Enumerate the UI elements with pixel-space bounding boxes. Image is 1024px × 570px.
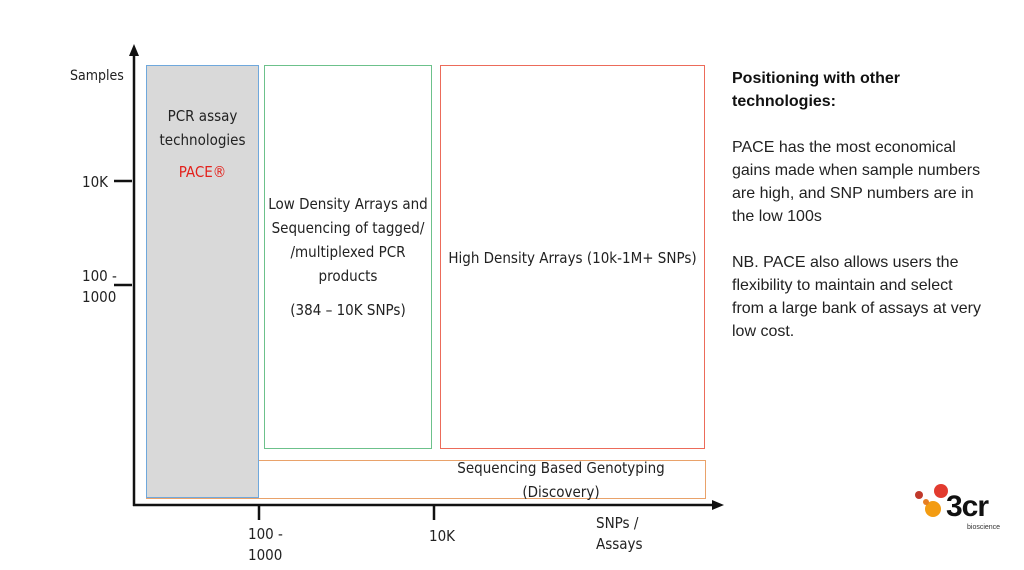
low-density-arrays-box: Low Density Arrays and Sequencing of tag… — [264, 65, 432, 449]
y-tick-label-10k: 10K — [82, 173, 109, 191]
sidebar: Positioning with other technologies: PAC… — [732, 67, 1002, 343]
sequencing-genotyping-label: Sequencing Based Genotyping (Discovery) — [457, 458, 665, 501]
x-axis-label: SNPs / Assays — [596, 514, 643, 553]
x-tick-label-10k: 10K — [429, 527, 456, 545]
high-density-arrays-box: High Density Arrays (10k-1M+ SNPs) — [440, 65, 705, 449]
y-tick-label-100-1000: 100 - 1000 — [82, 267, 117, 306]
sequencing-genotyping-box: Sequencing Based Genotyping (Discovery) — [146, 459, 706, 501]
y-axis-arrow-icon — [129, 44, 139, 56]
molecule-dots-icon — [915, 484, 948, 517]
pcr-assay-label: PCR assay technologies — [159, 107, 246, 149]
x-axis-arrow-icon — [712, 500, 724, 510]
x-tick-label-100-1000: 100 - 1000 — [248, 525, 283, 564]
pace-brand-label: PACE® — [178, 163, 227, 181]
sidebar-paragraph-flexibility: NB. PACE also allows users the flexibili… — [732, 254, 981, 340]
company-logo: 3cr bioscience — [912, 482, 1002, 552]
y-axis-label: Samples — [70, 68, 124, 84]
low-density-arrays-label: Low Density Arrays and Sequencing of tag… — [268, 195, 428, 285]
logo-wordmark: 3cr — [946, 490, 989, 523]
low-density-snp-range: (384 – 10K SNPs) — [290, 301, 406, 319]
high-density-arrays-label: High Density Arrays (10k-1M+ SNPs) — [448, 249, 697, 267]
logo-subtitle: bioscience — [967, 524, 1001, 531]
sidebar-paragraph-economics: PACE has the most economical gains made … — [732, 139, 981, 225]
pcr-assay-box: PCR assay technologies PACE® — [146, 65, 259, 498]
sidebar-heading: Positioning with other technologies: — [732, 70, 900, 110]
